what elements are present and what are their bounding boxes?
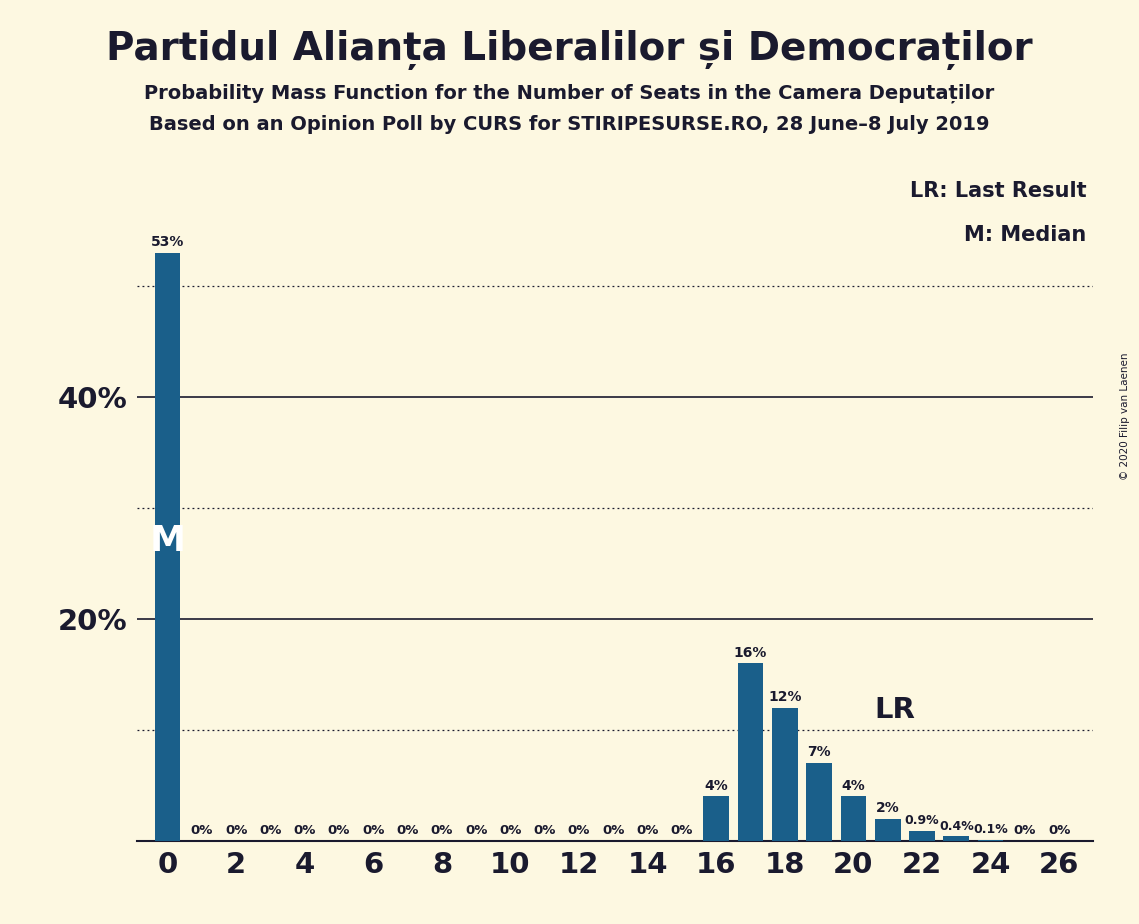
Text: 0%: 0% bbox=[260, 824, 281, 837]
Text: 0%: 0% bbox=[499, 824, 522, 837]
Text: 0.9%: 0.9% bbox=[904, 814, 940, 827]
Text: 4%: 4% bbox=[842, 779, 866, 793]
Text: 7%: 7% bbox=[808, 746, 831, 760]
Text: 0%: 0% bbox=[396, 824, 419, 837]
Text: LR: Last Result: LR: Last Result bbox=[910, 181, 1087, 201]
Bar bbox=[704, 796, 729, 841]
Text: 2%: 2% bbox=[876, 801, 900, 815]
Text: 0%: 0% bbox=[671, 824, 694, 837]
Text: 0%: 0% bbox=[362, 824, 385, 837]
Text: 0%: 0% bbox=[190, 824, 213, 837]
Text: 4%: 4% bbox=[704, 779, 728, 793]
Text: 0%: 0% bbox=[603, 824, 624, 837]
Bar bbox=[909, 831, 935, 841]
Text: 0.4%: 0.4% bbox=[939, 820, 974, 833]
Text: 0.1%: 0.1% bbox=[973, 823, 1008, 836]
Text: 0%: 0% bbox=[568, 824, 590, 837]
Text: 53%: 53% bbox=[150, 236, 185, 249]
Text: 0%: 0% bbox=[328, 824, 350, 837]
Text: 0%: 0% bbox=[294, 824, 316, 837]
Text: 0%: 0% bbox=[465, 824, 487, 837]
Text: 0%: 0% bbox=[637, 824, 658, 837]
Text: M: Median: M: Median bbox=[965, 225, 1087, 246]
Bar bbox=[943, 836, 969, 841]
Bar bbox=[977, 840, 1003, 841]
Text: 0%: 0% bbox=[224, 824, 247, 837]
Text: 12%: 12% bbox=[768, 690, 802, 704]
Text: M: M bbox=[149, 525, 186, 558]
Text: Partidul Alianța Liberalilor și Democraților: Partidul Alianța Liberalilor și Democraț… bbox=[106, 30, 1033, 70]
Text: © 2020 Filip van Laenen: © 2020 Filip van Laenen bbox=[1120, 352, 1130, 480]
Text: Probability Mass Function for the Number of Seats in the Camera Deputaților: Probability Mass Function for the Number… bbox=[145, 83, 994, 103]
Text: LR: LR bbox=[874, 697, 915, 724]
Bar bbox=[772, 708, 797, 841]
Bar bbox=[155, 253, 180, 841]
Bar bbox=[738, 663, 763, 841]
Text: 0%: 0% bbox=[1048, 824, 1071, 837]
Text: 0%: 0% bbox=[431, 824, 453, 837]
Bar bbox=[806, 763, 831, 841]
Text: 0%: 0% bbox=[533, 824, 556, 837]
Bar bbox=[841, 796, 867, 841]
Bar bbox=[875, 819, 901, 841]
Text: 0%: 0% bbox=[1014, 824, 1036, 837]
Text: Based on an Opinion Poll by CURS for STIRIPESURSE.RO, 28 June–8 July 2019: Based on an Opinion Poll by CURS for STI… bbox=[149, 116, 990, 135]
Text: 16%: 16% bbox=[734, 646, 768, 660]
